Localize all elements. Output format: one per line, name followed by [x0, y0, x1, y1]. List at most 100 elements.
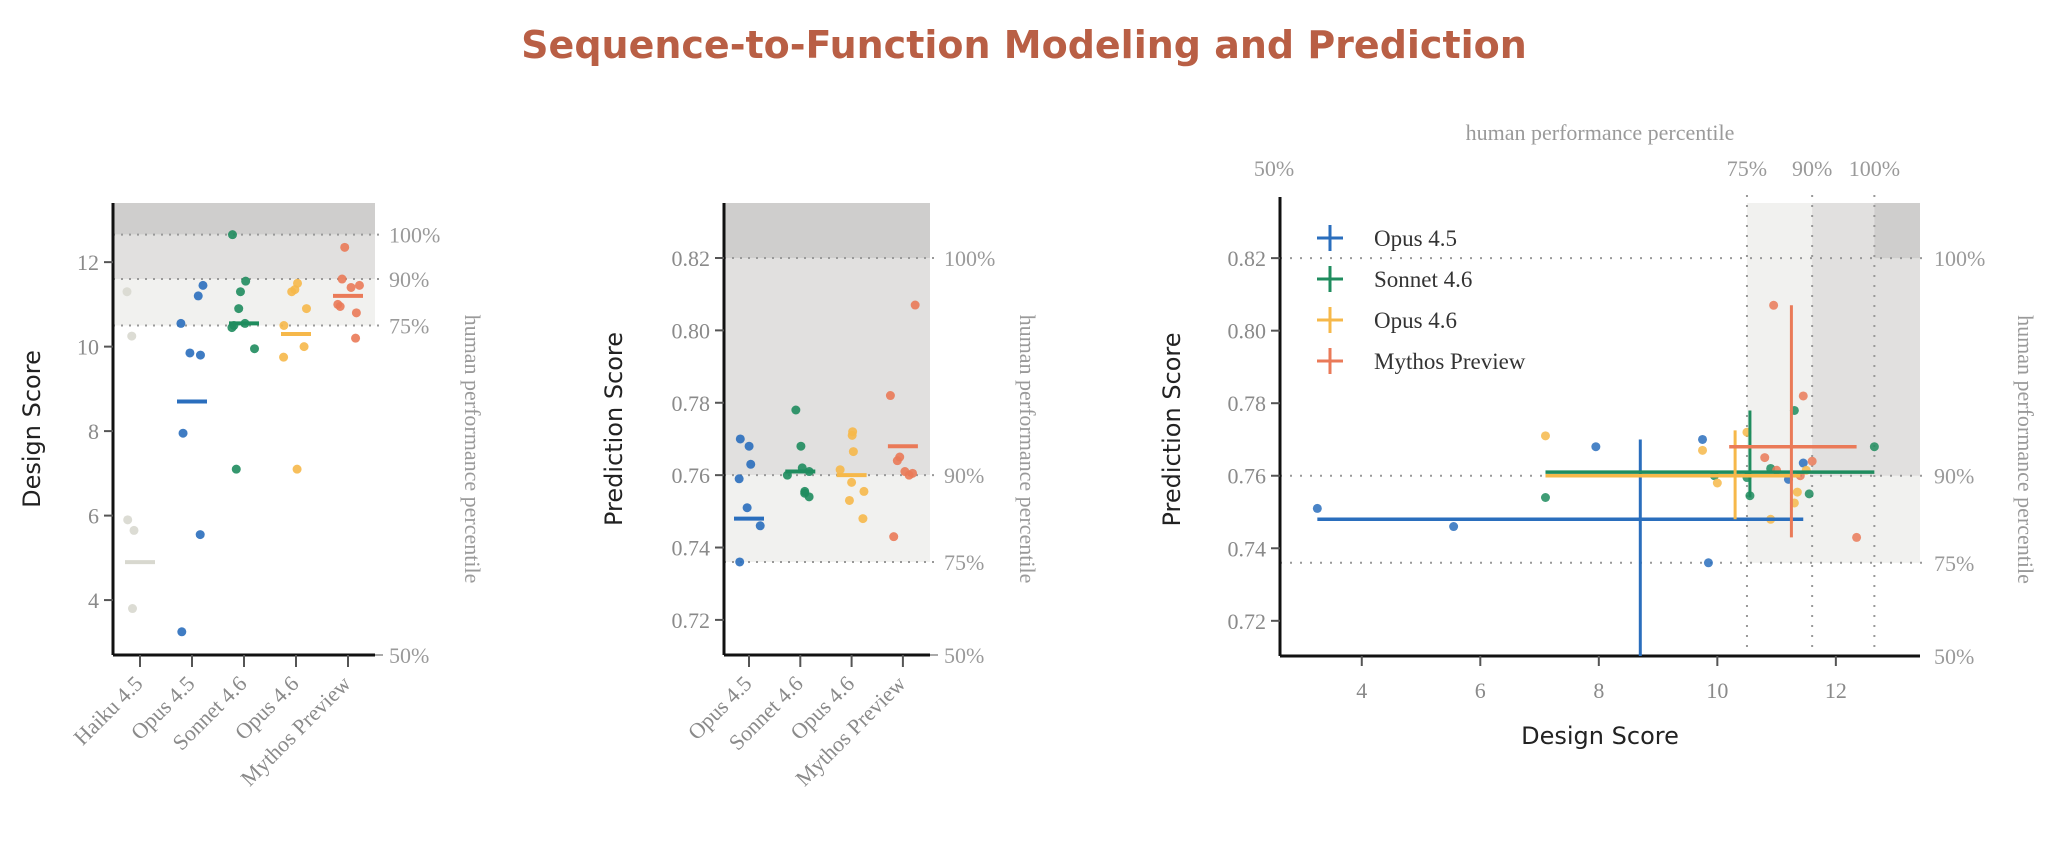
data-point [1852, 532, 1862, 542]
data-point [1540, 493, 1550, 503]
data-point [892, 456, 902, 466]
legend-label: Opus 4.6 [1374, 308, 1457, 333]
data-point [123, 515, 133, 525]
data-point [195, 530, 205, 540]
x-tick-label: 4 [1356, 678, 1367, 703]
data-point [858, 514, 868, 524]
data-point [346, 282, 356, 292]
right-percentile-label: 100% [1934, 246, 1985, 271]
data-point [250, 344, 260, 354]
data-point [127, 331, 137, 341]
data-point [847, 477, 857, 487]
data-point [177, 627, 187, 637]
y-tick-label: 10 [77, 335, 99, 360]
top-percentile-label: 100% [1849, 156, 1900, 181]
data-point [904, 470, 914, 480]
data-point [746, 459, 756, 469]
data-point [1869, 442, 1879, 452]
data-point [351, 333, 361, 343]
data-point [848, 447, 858, 457]
percentile-label: 50% [389, 643, 429, 668]
design-score-strip-chart: 100% 90% 75% 50% human performance percentil… [18, 203, 485, 791]
percentile-label: 90% [389, 267, 429, 292]
y-tick-label: 0.76 [1228, 464, 1267, 489]
legend-label: Mythos Preview [1374, 349, 1526, 374]
data-point [744, 441, 754, 451]
data-point [235, 287, 245, 297]
data-point [198, 280, 208, 290]
legend-item: Opus 4.5 [1317, 225, 1457, 251]
data-point [885, 391, 895, 401]
band-100 [724, 203, 930, 259]
data-point [122, 287, 132, 297]
data-point [227, 230, 237, 240]
legend-label: Sonnet 4.6 [1374, 267, 1472, 292]
x-tick-label: 10 [1706, 678, 1728, 703]
design-vs-prediction-scatter: 50% 75% 90% 100% human performance percentil… [1158, 120, 2038, 750]
data-point [279, 321, 289, 331]
percentile-band [1874, 203, 1920, 259]
y-tick-label: 12 [77, 250, 99, 275]
legend-item: Opus 4.6 [1317, 307, 1457, 333]
data-point [804, 492, 814, 502]
data-point [844, 495, 854, 505]
data-point [889, 532, 899, 542]
data-point [195, 350, 205, 360]
data-point [241, 276, 251, 286]
y-tick-label: 0.74 [672, 536, 711, 561]
data-point [1591, 442, 1601, 452]
y-tick-label: 0.76 [672, 463, 711, 488]
data-point [279, 352, 289, 362]
top-percentile-label: 75% [1727, 156, 1767, 181]
percentile-label: 100% [944, 246, 995, 271]
right-percentile-label: 90% [1934, 464, 1974, 489]
data-point [1698, 445, 1708, 455]
y-tick-label: 0.82 [1228, 246, 1267, 271]
data-point [287, 287, 297, 297]
data-point [292, 464, 302, 474]
right-percentile-axis-label: human performance percentile [2013, 315, 2038, 584]
data-point [1540, 431, 1550, 441]
data-point [1712, 478, 1722, 488]
y-tick-label: 0.72 [672, 608, 711, 633]
legend-item: Mythos Preview [1317, 348, 1526, 374]
x-tick-label: 12 [1825, 678, 1847, 703]
data-point [735, 557, 745, 567]
y-tick-label: 0.78 [672, 391, 711, 416]
x-axis-label: Design Score [1521, 722, 1679, 750]
data-point [1760, 453, 1770, 463]
band-75-90 [113, 279, 375, 326]
data-point [796, 441, 806, 451]
y-tick-label: 0.72 [1228, 609, 1267, 634]
percentile-axis-label: human performance percentile [1015, 315, 1040, 584]
data-point [337, 274, 347, 284]
top-percentile-label: 50% [1254, 156, 1294, 181]
data-point [734, 474, 744, 484]
y-tick-label: 0.78 [1228, 391, 1267, 416]
band-90-100 [724, 258, 930, 476]
data-point [755, 521, 765, 531]
data-point [185, 348, 195, 358]
top-percentile-axis-label: human performance percentile [1466, 120, 1735, 145]
data-point [176, 318, 186, 328]
percentile-label: 100% [389, 223, 440, 248]
data-point [340, 242, 350, 252]
data-point [301, 304, 311, 314]
percentile-axis-label: human performance percentile [460, 315, 485, 584]
x-tick-label: 8 [1593, 678, 1604, 703]
data-point [742, 503, 752, 513]
data-point [231, 464, 241, 474]
data-point [835, 465, 845, 475]
prediction-score-strip-chart: 100% 90% 75% 50% human performance percentil… [600, 203, 1040, 791]
data-point [735, 434, 745, 444]
data-point [1798, 391, 1808, 401]
data-point [127, 604, 137, 614]
data-point [859, 486, 869, 496]
data-point [178, 428, 188, 438]
data-point [1807, 456, 1817, 466]
figure-title: Sequence-to-Function Modeling and Predic… [521, 23, 1527, 67]
data-point [847, 430, 857, 440]
data-point [791, 405, 801, 415]
y-tick-label: 0.82 [672, 246, 711, 271]
band-90-100 [113, 234, 375, 280]
